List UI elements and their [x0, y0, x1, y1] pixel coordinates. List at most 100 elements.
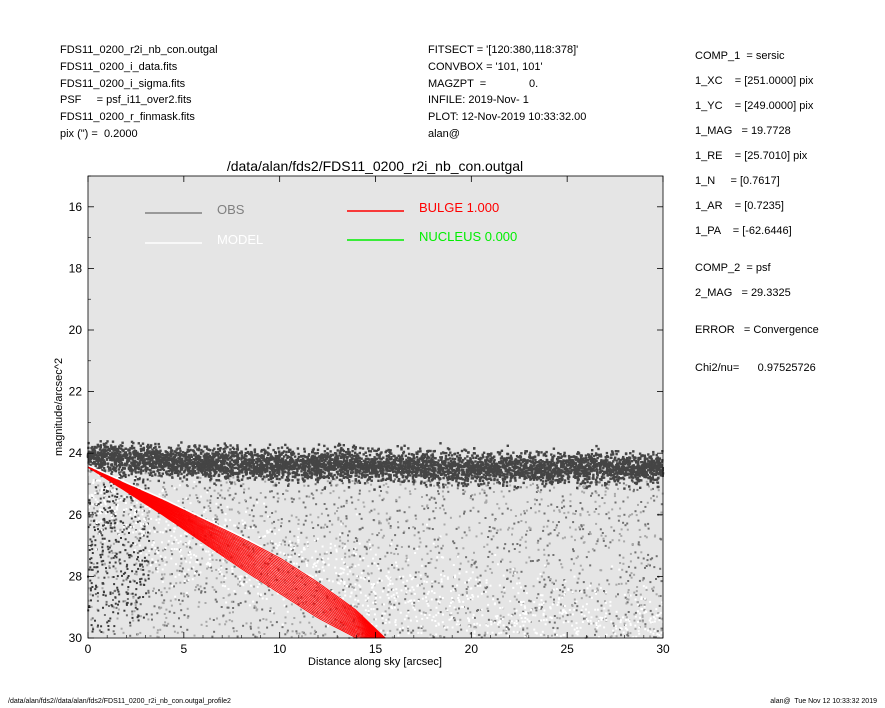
obs-point — [528, 472, 531, 475]
obs-point — [135, 485, 138, 488]
obs-point — [118, 560, 120, 563]
obs-point — [245, 465, 248, 468]
obs-point — [271, 624, 274, 627]
obs-point — [215, 600, 218, 603]
model-point — [319, 595, 322, 598]
obs-point — [112, 556, 115, 559]
obs-point — [245, 455, 248, 458]
obs-point — [496, 481, 498, 484]
model-point — [116, 476, 119, 479]
model-point — [450, 601, 452, 604]
model-point — [352, 603, 355, 606]
obs-point — [382, 629, 385, 632]
obs-point — [98, 530, 101, 533]
obs-point — [99, 541, 102, 544]
obs-point — [561, 506, 563, 509]
obs-point — [392, 470, 395, 474]
obs-point — [607, 470, 610, 473]
model-point — [138, 517, 140, 520]
obs-point — [496, 529, 499, 532]
obs-point — [103, 492, 106, 495]
obs-point — [453, 619, 456, 622]
model-point — [609, 604, 612, 607]
obs-point — [660, 503, 663, 506]
model-point — [520, 603, 523, 606]
obs-point — [425, 545, 428, 548]
obs-point — [551, 581, 554, 584]
obs-point — [220, 581, 223, 584]
obs-point — [337, 507, 340, 509]
model-point — [416, 585, 419, 588]
obs-point — [572, 550, 575, 553]
model-point — [417, 599, 420, 602]
model-point — [573, 608, 576, 611]
model-point — [91, 503, 94, 506]
model-point — [195, 555, 198, 558]
obs-point — [422, 587, 425, 590]
obs-point — [657, 612, 660, 615]
obs-point — [134, 515, 137, 518]
model-point — [105, 512, 107, 515]
obs-point — [247, 536, 250, 539]
obs-point — [365, 455, 368, 458]
obs-point — [271, 512, 274, 514]
model-point — [623, 593, 626, 596]
obs-point — [503, 547, 506, 550]
obs-point — [214, 598, 217, 601]
obs-point — [513, 548, 516, 550]
obs-point — [333, 503, 336, 506]
obs-point — [483, 545, 486, 548]
obs-point — [607, 546, 610, 549]
model-point — [437, 600, 440, 603]
obs-point — [348, 549, 351, 552]
obs-point — [380, 490, 382, 492]
obs-point — [572, 512, 575, 515]
obs-point — [520, 570, 523, 573]
header-mid-info: FITSECT = '[120:380,118:378]' CONVBOX = '… — [428, 42, 586, 143]
obs-point — [336, 510, 338, 512]
model-point — [622, 616, 624, 619]
obs-point — [450, 613, 453, 616]
obs-point — [558, 617, 561, 620]
obs-point — [266, 542, 269, 545]
model-point — [443, 575, 446, 577]
model-point — [220, 573, 223, 576]
obs-point — [125, 565, 128, 568]
obs-point — [514, 479, 517, 482]
obs-point — [314, 631, 317, 633]
obs-point — [353, 548, 355, 550]
obs-point — [551, 589, 554, 592]
obs-point — [216, 617, 218, 620]
obs-point — [137, 597, 140, 600]
model-point — [359, 585, 362, 588]
obs-point — [342, 588, 345, 591]
model-point — [383, 603, 385, 606]
model-point — [224, 537, 227, 540]
obs-point — [561, 537, 564, 540]
obs-point — [519, 486, 522, 489]
model-point — [191, 578, 194, 581]
obs-point — [488, 550, 491, 553]
obs-point — [139, 578, 142, 581]
model-point — [339, 567, 342, 570]
model-point — [661, 601, 663, 604]
obs-point — [205, 577, 208, 580]
obs-point — [173, 585, 175, 588]
model-point — [133, 549, 136, 552]
obs-point — [508, 619, 511, 622]
obs-point — [322, 476, 326, 479]
obs-point — [168, 610, 171, 613]
obs-point — [292, 498, 295, 501]
model-point — [98, 521, 100, 524]
obs-point — [297, 523, 300, 525]
obs-point — [379, 569, 382, 572]
model-point — [516, 631, 519, 634]
model-point — [177, 542, 180, 544]
model-point — [138, 529, 141, 532]
obs-point — [178, 599, 180, 602]
model-point — [519, 625, 522, 628]
obs-point — [354, 474, 357, 477]
obs-point — [306, 575, 309, 578]
model-point — [352, 551, 355, 554]
obs-point — [336, 578, 339, 581]
